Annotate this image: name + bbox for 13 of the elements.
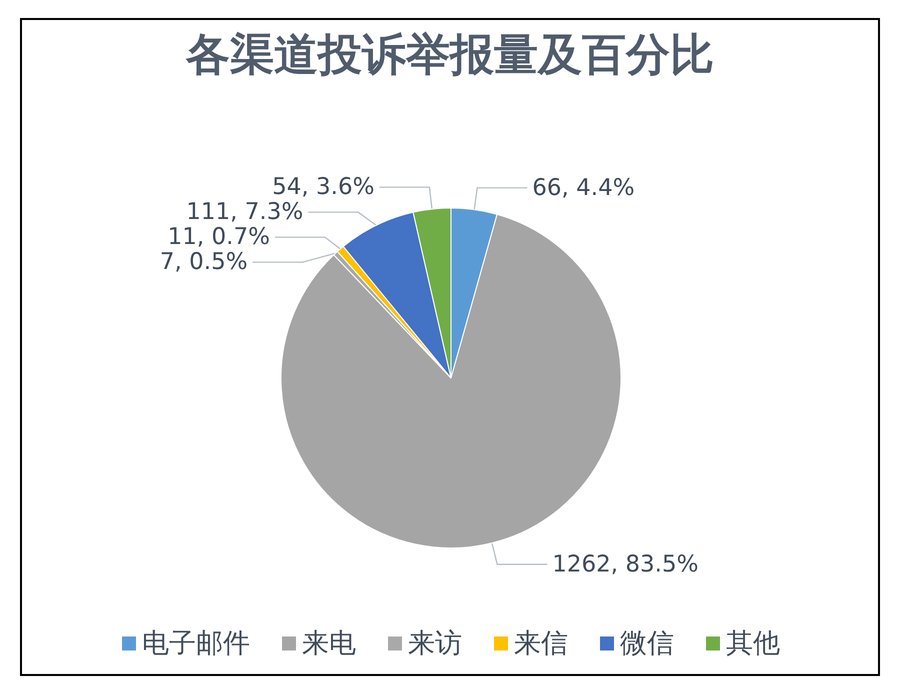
data-label: 7, 0.5% xyxy=(160,249,248,276)
data-label: 66, 4.4% xyxy=(532,174,635,201)
data-label: 1262, 83.5% xyxy=(552,551,698,578)
data-label: 11, 0.7% xyxy=(168,224,270,250)
legend-label: 电子邮件 xyxy=(142,628,250,659)
legend-label: 来电 xyxy=(302,628,356,659)
legend-label: 来信 xyxy=(514,628,568,659)
data-label: 54, 3.6% xyxy=(272,174,374,200)
legend-label: 微信 xyxy=(620,628,674,659)
legend-label: 来访 xyxy=(408,628,462,659)
legend-label: 其他 xyxy=(726,628,780,659)
chart-title: 各渠道投诉举报量及百分比 xyxy=(185,30,714,80)
data-label: 111, 7.3% xyxy=(186,199,304,226)
